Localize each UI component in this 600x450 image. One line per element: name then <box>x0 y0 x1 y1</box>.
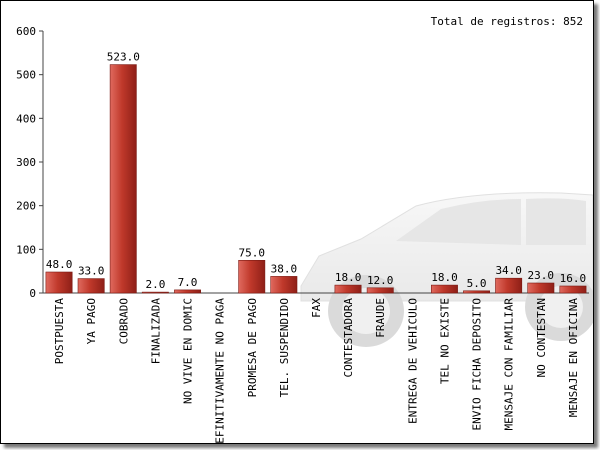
bar-chart: 0 100 200 300 400 500 600 48.0 POSTPUESTA 33.0 YA… <box>16 25 593 443</box>
bar <box>174 289 201 294</box>
data-label: 38.0 <box>271 262 298 275</box>
category-label: TEL. SUSPENDIDO <box>278 298 291 397</box>
category-label: DEFINITIVAMENTE NO PAGA <box>214 298 227 443</box>
chart-frame: Total de registros: 852 0 100 200 300 400 500… <box>0 0 594 444</box>
category-label: POSTPUESTA <box>53 298 66 365</box>
data-label: 48.0 <box>46 258 73 271</box>
category-label: ENTREGA DE VEHICULO <box>406 298 419 424</box>
bar <box>495 277 523 294</box>
car-image <box>300 192 593 347</box>
category-label: MENSAJE CON FAMILIAR <box>503 298 516 431</box>
bar <box>77 278 105 294</box>
category-label: PROMESA DE PAGO <box>246 298 259 397</box>
category-label: FAX <box>310 298 323 318</box>
bar <box>527 282 555 294</box>
data-label: 12.0 <box>367 274 394 287</box>
y-tick-label: 300 <box>16 156 36 169</box>
data-label: 7.0 <box>178 276 198 289</box>
category-label: YA PAGO <box>85 298 98 344</box>
bar <box>141 291 169 294</box>
category-label: NO VIVE EN DOMIC <box>182 298 195 404</box>
category-label: TEL NO EXISTE <box>439 298 452 384</box>
total-records-label: Total de registros: 852 <box>430 15 583 28</box>
data-label: 23.0 <box>528 269 555 282</box>
category-label: FINALIZADA <box>149 298 162 365</box>
category-label: CONTESTADORA <box>342 298 355 378</box>
y-tick-label: 500 <box>16 69 36 82</box>
bar <box>366 287 394 294</box>
data-label: 523.0 <box>107 51 140 64</box>
category-label: ENVIO FICHA DEPOSITO <box>471 298 484 430</box>
y-tick-label: 0 <box>29 287 36 300</box>
data-label: 2.0 <box>145 278 165 291</box>
y-tick-label: 600 <box>16 25 36 38</box>
category-label: FRAUDE <box>374 298 387 338</box>
category-label: COBRADO <box>117 298 130 344</box>
y-tick-label: 400 <box>16 112 36 125</box>
data-label: 5.0 <box>467 277 487 290</box>
data-label: 33.0 <box>78 265 105 278</box>
y-tick-label: 100 <box>16 243 36 256</box>
bar <box>270 276 298 294</box>
category-label: MENSAJE EN OFICINA <box>567 298 580 418</box>
data-label: 34.0 <box>495 264 522 277</box>
bar <box>559 285 587 294</box>
bar <box>430 284 458 294</box>
y-tick-label: 200 <box>16 200 36 213</box>
category-label: NO CONTESTAN <box>535 298 548 377</box>
bar <box>463 290 490 294</box>
data-label: 18.0 <box>431 271 458 284</box>
bars: 48.0 POSTPUESTA 33.0 YA PAGO 523.0 COBRADO 2.0… <box>45 51 587 443</box>
bar <box>109 64 137 294</box>
bar <box>238 259 266 294</box>
data-label: 16.0 <box>560 272 587 285</box>
bar <box>45 271 73 294</box>
data-label: 18.0 <box>335 271 362 284</box>
data-label: 75.0 <box>239 246 266 259</box>
bar <box>334 284 362 294</box>
